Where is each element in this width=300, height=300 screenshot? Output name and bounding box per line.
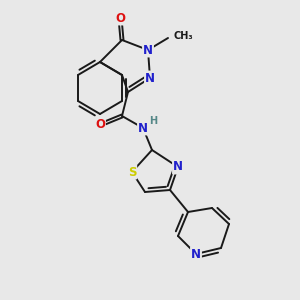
Text: N: N [138, 122, 148, 134]
Text: S: S [128, 166, 136, 178]
Text: N: N [145, 71, 155, 85]
Text: N: N [173, 160, 183, 173]
Text: O: O [115, 11, 125, 25]
Text: CH₃: CH₃ [174, 31, 194, 41]
Text: H: H [149, 116, 157, 126]
Text: N: N [143, 44, 153, 56]
Text: O: O [95, 118, 105, 131]
Text: N: N [191, 248, 201, 260]
